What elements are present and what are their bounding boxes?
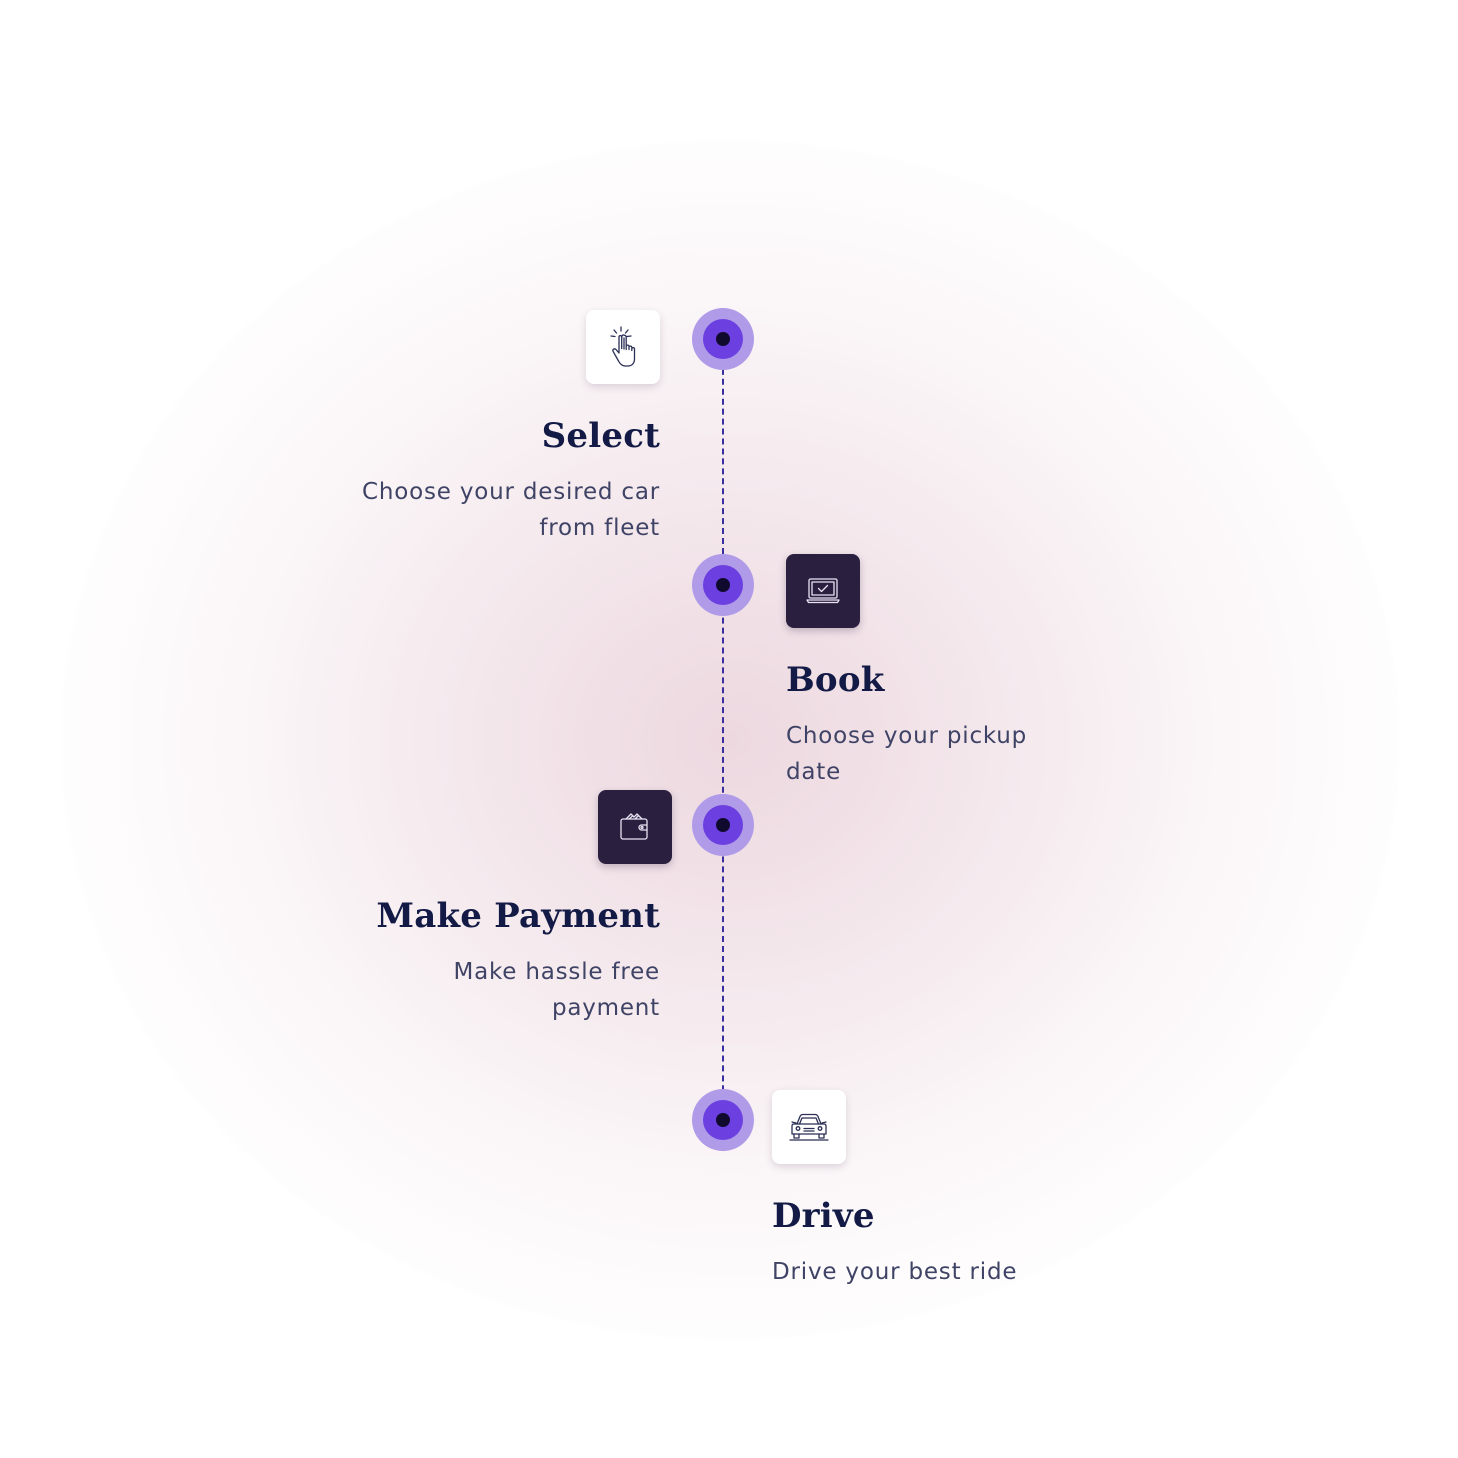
car-icon [789,1113,829,1141]
hand-pointer-icon [610,326,636,367]
payment-icon-tile [598,790,672,864]
wallet-icon [620,813,648,840]
node-dot [716,332,730,346]
step-title-select: Select [541,416,660,456]
step-desc-payment: Make hassle free payment [453,959,660,1021]
node-dot [716,578,730,592]
timeline-node-payment [692,794,754,856]
timeline-node-book [692,554,754,616]
node-dot [716,1113,730,1127]
node-dot [716,818,730,832]
timeline-node-select [692,308,754,370]
step-desc-drive: Drive your best ride [772,1259,1018,1285]
step-desc-select: Choose your desired car from fleet [362,479,660,541]
step-title-drive: Drive [772,1196,875,1236]
drive-icon-tile [772,1090,846,1164]
step-title-book: Book [786,660,885,700]
step-title-payment: Make Payment [376,896,660,936]
laptop-check-icon [806,578,840,604]
select-icon-tile [586,310,660,384]
timeline-node-drive [692,1089,754,1151]
book-icon-tile [786,554,860,628]
timeline-line [722,339,724,1151]
step-desc-book: Choose your pickup date [786,723,1028,785]
